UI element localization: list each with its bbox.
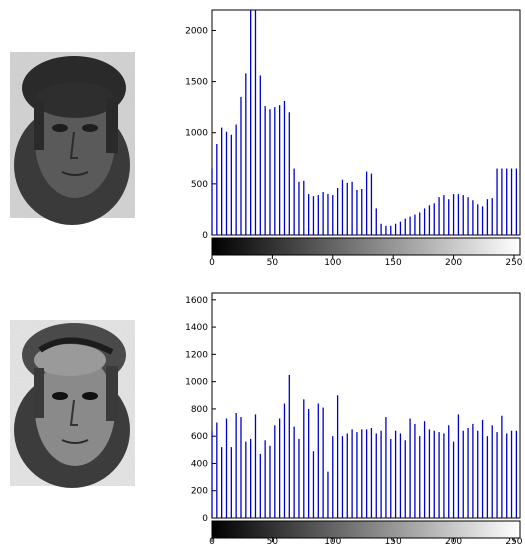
x-tick-label: 150 [385, 537, 402, 545]
x-tick-label: 0 [209, 537, 215, 545]
x-tick-label: 150 [385, 258, 402, 268]
x-tick-label: 100 [324, 258, 341, 268]
x-tick-label: 250 [505, 537, 522, 545]
histogram-equalized: 0 200 400 600 800 1000 1200 1400 1600 0 50 100 150 2… [185, 292, 523, 545]
grayscale-colorbar [211, 520, 521, 539]
x-tick-label: 50 [267, 258, 279, 268]
x-axis-ticks: 0 50 100 150 200 250 [209, 537, 523, 545]
y-tick-label: 400 [191, 459, 208, 469]
grayscale-colorbar [211, 237, 521, 256]
original-face-image [10, 52, 135, 225]
y-tick-label: 200 [191, 487, 208, 497]
y-tick-label: 0 [202, 514, 208, 524]
y-tick-label: 1200 [185, 350, 208, 360]
y-tick-label: 500 [191, 180, 208, 190]
histogram-original: 0 500 1000 1500 2000 0 50 100 150 200 250 [185, 9, 523, 268]
y-axis-ticks: 0 500 1000 1500 2000 [185, 26, 216, 241]
y-tick-label: 1600 [185, 296, 208, 306]
x-tick-label: 200 [445, 537, 462, 545]
x-axis-ticks: 0 50 100 150 200 250 [209, 255, 523, 268]
x-tick-label: 50 [267, 537, 279, 545]
x-tick-label: 100 [324, 537, 341, 545]
y-axis-ticks: 0 200 400 600 800 1000 1200 1400 1600 [185, 296, 216, 524]
x-tick-label: 200 [445, 258, 462, 268]
y-tick-label: 1000 [185, 129, 208, 139]
x-tick-label: 0 [209, 258, 215, 268]
y-tick-label: 2000 [185, 26, 208, 36]
histogram-bars [211, 374, 518, 518]
y-tick-label: 600 [191, 432, 208, 442]
histogram-bars [211, 10, 518, 235]
y-tick-label: 800 [191, 405, 208, 415]
y-tick-label: 1000 [185, 378, 208, 388]
y-tick-label: 1500 [185, 78, 208, 88]
y-tick-label: 0 [202, 231, 208, 241]
equalized-face-image [10, 320, 135, 488]
x-tick-label: 250 [505, 258, 522, 268]
y-tick-label: 1400 [185, 323, 208, 333]
